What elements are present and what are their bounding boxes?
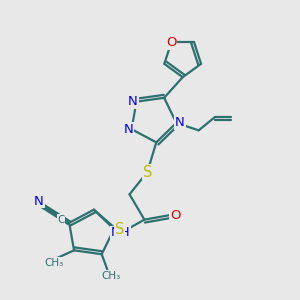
Text: N: N <box>34 194 44 208</box>
Text: N: N <box>124 123 134 136</box>
Text: CH₃: CH₃ <box>44 258 64 268</box>
Text: C: C <box>57 215 65 225</box>
Text: O: O <box>166 36 177 49</box>
Text: S: S <box>143 165 152 180</box>
Text: S: S <box>115 222 124 237</box>
Text: N: N <box>175 116 185 129</box>
Text: CH₃: CH₃ <box>102 271 121 281</box>
Text: N: N <box>128 95 138 108</box>
Text: O: O <box>170 209 180 222</box>
Text: NH: NH <box>111 226 130 239</box>
